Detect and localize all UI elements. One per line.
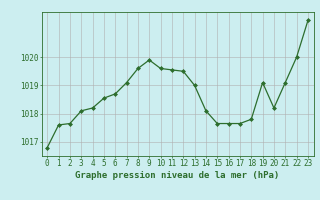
X-axis label: Graphe pression niveau de la mer (hPa): Graphe pression niveau de la mer (hPa) <box>76 171 280 180</box>
